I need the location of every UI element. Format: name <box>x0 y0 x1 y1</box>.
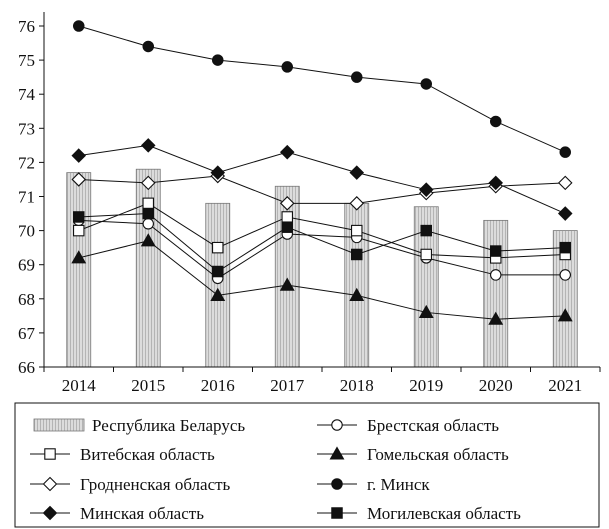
legend-item-6-marker <box>42 505 58 521</box>
series-6-line <box>78 213 566 273</box>
series-4-point-2020 <box>489 115 502 128</box>
series-1-point-2014 <box>73 224 85 237</box>
plot-area: 66 67 68 69 70 71 72 73 74 75 76 2014 2015 2016 2017 20… <box>18 12 601 395</box>
series-0-point-2021 <box>559 269 571 281</box>
series-1-line <box>78 202 566 259</box>
legend-item-7-marker <box>331 507 343 519</box>
series-5-point-2019 <box>418 182 434 197</box>
series-4-point-2014 <box>73 20 85 32</box>
legend-item-4-marker <box>42 476 58 492</box>
x-tick-label-2019: 2019 <box>409 376 443 395</box>
series-5-point-2021 <box>557 206 573 221</box>
y-tick-label-72: 72 <box>18 153 35 172</box>
series-4-point-2018 <box>350 71 363 83</box>
y-tick-label-76: 76 <box>18 17 35 36</box>
series-0-point-2020 <box>489 269 502 281</box>
series-6-point-2014 <box>73 211 85 223</box>
series-1-point-2019 <box>420 248 432 261</box>
series-3-point-2018 <box>349 196 365 211</box>
series-2-point-2015 <box>140 233 156 247</box>
y-tick-label-70: 70 <box>18 222 35 241</box>
legend-box <box>14 402 600 528</box>
series-5-point-2020 <box>488 175 504 191</box>
x-tick-label-2021: 2021 <box>548 376 582 395</box>
series-1-point-2017 <box>281 211 293 223</box>
x-tick-label-2017: 2017 <box>270 376 305 395</box>
series-6-point-2019 <box>420 224 432 237</box>
series-5-line <box>78 144 566 215</box>
series-6-point-2016 <box>212 265 224 278</box>
series-6-point-2021 <box>559 241 571 254</box>
bar-2020 <box>483 219 509 368</box>
series-3-point-2015 <box>140 175 156 191</box>
series-4-line <box>78 25 566 153</box>
legend-item-0-swatch <box>33 418 85 432</box>
series-2-point-2020 <box>488 311 504 325</box>
series-3-line <box>78 175 566 204</box>
legend-item-5-label: г. Минск <box>367 475 430 494</box>
series-2-point-2019 <box>418 304 434 318</box>
x-tick-label-2016: 2016 <box>201 376 235 395</box>
legend-item-6-label: Минская область <box>80 504 204 523</box>
series-3-point-2021 <box>557 175 573 191</box>
x-tick-label-2014: 2014 <box>62 376 97 395</box>
legend-item-1-marker <box>331 419 343 431</box>
series-2-point-2017 <box>279 277 295 291</box>
legend-item-0-label: Республика Беларусь <box>92 416 245 435</box>
legend-item-7-label: Могилевская область <box>367 504 521 523</box>
x-tick-label-2020: 2020 <box>479 376 513 395</box>
series-5-point-2016 <box>210 165 226 180</box>
legend-item-3-label: Гомельская область <box>367 445 509 464</box>
series-4-point-2015 <box>142 40 155 53</box>
series-4-point-2019 <box>420 78 432 90</box>
legend-item-2-label: Витебская область <box>80 445 215 464</box>
y-tick-label-71: 71 <box>18 188 35 207</box>
y-tick-label-75: 75 <box>18 51 35 70</box>
y-tick-label-66: 66 <box>18 358 35 377</box>
series-1-point-2018 <box>350 224 363 237</box>
y-tick-label-74: 74 <box>18 85 36 104</box>
series-4-point-2017 <box>281 61 293 73</box>
series-0-point-2015 <box>142 218 155 230</box>
y-tick-label-69: 69 <box>18 256 35 275</box>
series-3-point-2017 <box>279 196 295 211</box>
series-4-point-2021 <box>559 146 571 158</box>
x-tick-label-2018: 2018 <box>340 376 374 395</box>
legend-item-3-marker <box>329 446 345 460</box>
series-2-point-2021 <box>557 308 573 322</box>
series-3-point-2014 <box>71 172 87 187</box>
legend: Республика Беларусь Брестская область Вите… <box>14 402 600 528</box>
legend-item-5-marker <box>331 478 343 490</box>
legend-item-2-marker <box>44 448 56 460</box>
series-2-line <box>78 240 566 320</box>
series-5-point-2018 <box>349 165 365 180</box>
legend-item-1-label: Брестская область <box>367 416 499 435</box>
x-tick-label-2015: 2015 <box>131 376 165 395</box>
series-6-point-2018 <box>350 248 363 261</box>
series-5-point-2015 <box>140 138 156 153</box>
series-2-point-2018 <box>349 287 365 301</box>
y-tick-label-68: 68 <box>18 290 35 309</box>
bar-2014 <box>66 172 92 368</box>
series-1-point-2016 <box>212 241 224 254</box>
series-4-point-2016 <box>212 54 224 66</box>
series-2-point-2016 <box>210 287 226 301</box>
series-2-point-2014 <box>71 250 87 264</box>
y-tick-label-73: 73 <box>18 119 35 138</box>
series-0-line <box>78 219 566 279</box>
series-1-point-2015 <box>142 197 155 210</box>
series-5-point-2017 <box>279 144 295 160</box>
series-6-point-2017 <box>281 221 293 233</box>
series-6-point-2020 <box>489 245 502 257</box>
series-6-point-2015 <box>142 207 155 220</box>
bar-2016 <box>205 202 231 368</box>
series-5-point-2014 <box>71 148 87 163</box>
y-tick-label-67: 67 <box>18 324 36 343</box>
legend-item-4-label: Гродненская область <box>80 475 231 494</box>
